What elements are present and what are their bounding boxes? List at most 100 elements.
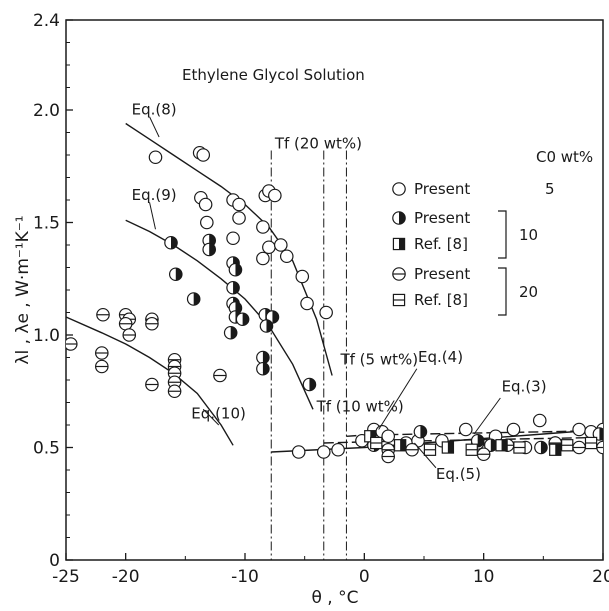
- data-point-s4-p0: [370, 436, 383, 450]
- data-points: [66, 145, 603, 464]
- data-point-s0-p18: [295, 269, 310, 284]
- data-point-s0-p7: [232, 197, 246, 212]
- data-point-s0-p34: [506, 422, 521, 437]
- curve-eq9: [125, 219, 314, 410]
- data-point-s0-p0: [148, 150, 163, 165]
- data-point-s0-p19: [300, 296, 314, 311]
- data-point-s3-p3: [495, 439, 508, 452]
- data-point-s2-p6: [118, 316, 133, 331]
- data-point-s2-p2: [95, 346, 109, 360]
- data-point-s1-p20: [413, 424, 428, 439]
- legend-label: Present: [414, 209, 470, 227]
- data-point-s2-p15: [167, 384, 182, 399]
- y-axis-label-text: λl , λe , W·m⁻¹K⁻¹: [13, 215, 33, 364]
- x-tick-label: -10: [231, 567, 259, 587]
- data-point-s0-p5: [200, 215, 214, 230]
- data-point-s0-p16: [273, 238, 288, 252]
- annotation-leader: [202, 408, 220, 426]
- annotation-8: Eq.(5): [436, 465, 481, 483]
- legend-marker-3: [392, 267, 406, 281]
- x-tick-label: -20: [112, 567, 140, 587]
- annotation-7: Eq.(3): [502, 377, 547, 395]
- y-tick-label: 2.4: [33, 11, 60, 31]
- data-point-s0-p23: [331, 442, 345, 457]
- data-point-s2-p1: [96, 307, 110, 322]
- data-point-s3-p4: [549, 443, 562, 456]
- data-point-s1-p6: [228, 262, 243, 277]
- data-point-s2-p18: [381, 449, 395, 464]
- model-curves: [66, 122, 603, 453]
- data-point-s1-p2: [186, 292, 201, 306]
- data-point-s1-p16: [256, 350, 270, 365]
- data-point-s3-p2: [441, 441, 455, 454]
- data-point-s0-p38: [572, 422, 586, 437]
- data-point-s4-p3: [513, 441, 526, 454]
- data-point-s0-p9: [232, 211, 246, 225]
- data-point-s0-p13: [256, 220, 270, 234]
- y-tick-label: 1.0: [33, 326, 60, 346]
- data-point-s0-p4: [198, 197, 213, 212]
- x-tick-label: -25: [52, 567, 80, 587]
- data-point-s2-p16: [213, 368, 227, 383]
- data-point-s0-p12: [268, 188, 282, 203]
- data-point-s2-p3: [95, 359, 109, 374]
- annotation-leader: [149, 202, 156, 230]
- x-axis-label-text: θ , °C: [312, 588, 359, 608]
- data-point-s2-p7: [122, 328, 137, 342]
- data-point-s2-p20: [476, 447, 491, 462]
- annotations: Eq.(8) Eq.(9) Eq.(10) Tf (20 wt%) Tf (5 wt%)…: [132, 101, 547, 484]
- data-point-s4-p5: [584, 436, 598, 450]
- data-point-s1-p15: [259, 319, 274, 333]
- data-point-s2-p9: [145, 316, 159, 331]
- data-point-s0-p31: [458, 422, 473, 437]
- annotation-leader: [378, 368, 418, 430]
- data-point-s2-p10: [145, 377, 159, 392]
- legend-bracket: [498, 267, 507, 316]
- data-point-s3-p1: [393, 439, 407, 452]
- data-point-s2-p24: [596, 440, 603, 455]
- data-point-s4-p4: [561, 439, 574, 452]
- annotation-6: Eq.(4): [418, 348, 463, 366]
- annotation-leader: [149, 116, 160, 138]
- data-point-s0-p21: [291, 445, 306, 459]
- y-tick-label: 2.0: [33, 101, 60, 121]
- legend-marker-4: [392, 293, 406, 307]
- y-axis-label: λl , λe , W·m⁻¹K⁻¹: [13, 215, 33, 364]
- data-point-s2-p0: [66, 337, 78, 351]
- legend-group-value: 5: [545, 180, 555, 198]
- data-point-s1-p4: [202, 242, 216, 257]
- data-point-s2-p19: [405, 442, 419, 457]
- data-point-s1-p12: [235, 312, 250, 327]
- annotation-3: Tf (20 wt%): [274, 134, 362, 152]
- y-tick-label: 0.5: [33, 439, 60, 459]
- data-point-s1-p7: [226, 280, 240, 295]
- legend-marker-0: [392, 182, 406, 196]
- data-point-s0-p36: [532, 413, 547, 428]
- data-point-s0-p27: [381, 429, 395, 444]
- axis-ticks: -25 -20 -10 0 10 20 0 0.5 1.0 1.5 2.0 2.4: [33, 11, 609, 587]
- data-point-s1-p11: [223, 325, 238, 340]
- curve-eq10: [66, 316, 234, 446]
- y-tick-label: 1.5: [33, 214, 60, 234]
- data-point-s0-p20: [319, 305, 333, 320]
- annotation-2: Eq.(10): [191, 404, 246, 422]
- data-point-s0-p8: [226, 231, 240, 246]
- data-point-s0-p17: [279, 249, 294, 264]
- annotation-5: Tf (10 wt%): [316, 398, 404, 416]
- legend-group-value: 10: [519, 226, 538, 244]
- data-point-s1-p23: [534, 440, 548, 455]
- annotation-0: Eq.(8): [132, 101, 177, 119]
- data-point-s1-p1: [168, 267, 183, 282]
- legend-marker-1: [392, 211, 406, 225]
- data-point-s0-p14: [262, 240, 276, 255]
- y-tick-label: 0: [49, 551, 60, 571]
- legend-label: Ref. [8]: [414, 235, 468, 253]
- x-tick-label: 0: [359, 567, 370, 587]
- data-point-s1-p0: [164, 235, 178, 250]
- data-point-s0-p22: [316, 445, 331, 459]
- annotation-1: Eq.(9): [132, 186, 177, 204]
- legend-bracket: [498, 210, 507, 259]
- legend-group-value: 20: [519, 283, 538, 301]
- x-tick-label: 10: [473, 567, 495, 587]
